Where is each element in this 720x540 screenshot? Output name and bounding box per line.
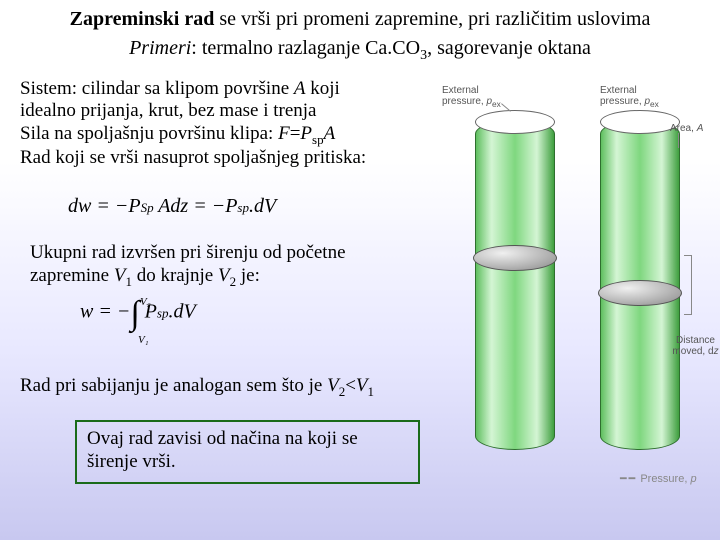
dia-dist3: z — [714, 346, 719, 357]
p2-b3: je: — [236, 265, 260, 286]
eq2-limtop: V₂ — [140, 296, 151, 308]
subtitle-end: , sagorevanje oktana — [427, 37, 591, 59]
paragraph-1: Sistem: cilindar sa klipom površine A ko… — [20, 78, 450, 169]
piston-left — [473, 245, 557, 271]
slide-title: Zapreminski rad se vrši pri promeni zapr… — [0, 0, 720, 31]
equation-2: V₂ V₁ w = −∫ Psp.dV — [80, 300, 220, 327]
dia-ext2c2: ex — [650, 99, 659, 109]
eq2-sp: sp — [157, 305, 169, 320]
eq1-sp1: Sp — [141, 200, 154, 215]
subtitle-primeri: Primeri — [129, 37, 191, 59]
dia-ext1a: External — [442, 85, 479, 96]
footnote-box: Ovaj rad zavisi od načina na koji se šir… — [75, 420, 420, 484]
p1-sp: sp — [312, 132, 324, 147]
title-rest: se vrši pri promeni zapremine, pri razli… — [214, 8, 650, 30]
label-external-left: External pressure, pex — [442, 85, 512, 109]
equation-1: dw = −PSp Adz = −Psp.dV — [68, 195, 276, 218]
eq1-b: Adz = −P — [154, 195, 238, 217]
paragraph-2: Ukupni rad izvršen pri širenju od početn… — [30, 242, 430, 289]
p1-l4: Rad koji se vrši nasuprot spoljašnjeg pr… — [20, 147, 366, 168]
p2-a: Ukupni rad izvršen pri širenju od početn… — [30, 242, 346, 263]
title-bold: Zapreminski rad — [70, 8, 215, 30]
eq2-pre: w = − — [80, 300, 130, 322]
p3-V2: V — [327, 375, 339, 396]
dia-area1: Area, — [670, 123, 697, 134]
piston-right — [598, 280, 682, 306]
arrow-area — [678, 133, 679, 148]
subtitle-rest: : termalno razlaganje Ca.CO — [191, 37, 420, 59]
p1-l3a: Sila na spoljašnju površinu klipa: — [20, 123, 278, 144]
label-area: Area, A — [670, 123, 703, 134]
dia-ext1b: External — [600, 85, 637, 96]
p1-l1a: Sistem: cilindar sa klipom površine — [20, 78, 294, 99]
integral-icon: ∫ — [130, 300, 139, 327]
dia-press-p: p — [690, 473, 696, 485]
dia-ext2a2: pressure, — [600, 96, 644, 107]
p2-V1: V — [114, 265, 126, 286]
cylinder-left — [475, 120, 555, 450]
p3-V1: V — [356, 375, 368, 396]
p1-l1b: koji — [306, 78, 340, 99]
eq1-sp2: sp — [237, 200, 249, 215]
cylinder-left-top — [475, 110, 555, 134]
slide-subtitle: Primeri: termalno razlaganje Ca.CO3, sag… — [0, 31, 720, 64]
paragraph-3: Rad pri sabijanju je analogan sem što je… — [20, 375, 460, 400]
p2-b2: do krajnje — [132, 265, 218, 286]
p1-P: P — [300, 123, 312, 144]
label-external-right: External pressure, pex — [600, 85, 670, 109]
p3-a: Rad pri sabijanju je analogan sem što je — [20, 375, 327, 396]
p2-V2: V — [218, 265, 230, 286]
label-pressure: ━━ Pressure, p — [620, 472, 697, 485]
cylinder-diagram: External pressure, pex External pressure… — [460, 85, 710, 485]
eq2-dV: .dV — [168, 300, 195, 322]
dia-ext2c: ex — [492, 99, 501, 109]
cylinder-right-top — [600, 110, 680, 134]
eq1-a: dw = −P — [68, 195, 141, 217]
p3-1: 1 — [368, 384, 375, 399]
dia-dist1: Distance — [676, 335, 715, 346]
dia-press: Pressure, — [640, 473, 690, 485]
label-dz: Distance moved, dz — [668, 335, 720, 357]
dia-area2: A — [697, 123, 704, 134]
p1-F: F — [278, 123, 290, 144]
p1-A: A — [294, 78, 306, 99]
footnote-text: Ovaj rad zavisi od načina na koji se šir… — [87, 428, 358, 472]
p1-l2: idealno prijanja, krut, bez mase i trenj… — [20, 100, 317, 121]
eq2-limbot: V₁ — [138, 334, 149, 346]
p2-b1: zapremine — [30, 265, 114, 286]
dia-ext2a: pressure, — [442, 96, 486, 107]
p1-A2: A — [324, 123, 336, 144]
dz-bracket — [684, 255, 692, 315]
p3-lt: < — [345, 375, 356, 396]
eq1-c: .dV — [249, 195, 276, 217]
dia-dist2: moved, d — [672, 346, 713, 357]
p1-eq: = — [290, 123, 301, 144]
